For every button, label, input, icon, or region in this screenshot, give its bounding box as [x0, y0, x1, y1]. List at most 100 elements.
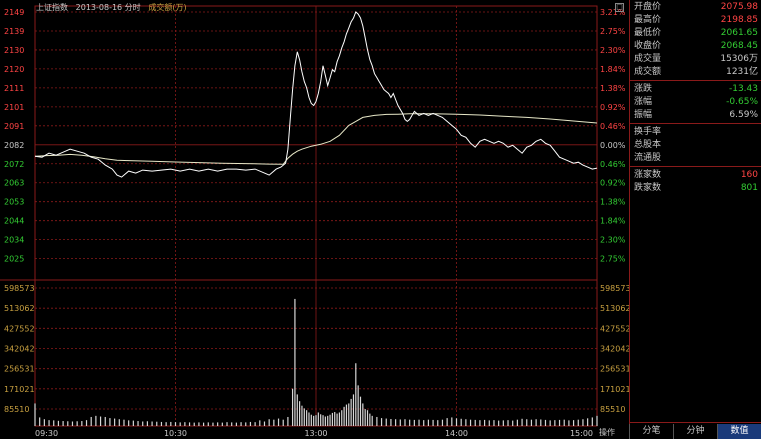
stat-label: 成交额	[634, 67, 662, 77]
time-tick-label: 09:30	[35, 429, 58, 438]
stat-row: 开盘价 2075.98	[634, 1, 758, 14]
stat-row: 成交量 15306万	[634, 53, 758, 66]
percent-tick-label: 0.46%	[600, 160, 626, 169]
percent-tick-label: 0.46%	[600, 122, 626, 131]
percent-tick-label: 0.92%	[600, 103, 626, 112]
price-line	[34, 11, 598, 178]
average-price-line	[34, 113, 598, 165]
percent-tick-label: 0.92%	[600, 179, 626, 188]
index-name: 上证指数	[36, 3, 68, 12]
percent-tick-label: 2.30%	[600, 236, 626, 245]
price-tick-label: 2101	[4, 103, 24, 112]
stat-row: 收盘价 2068.45	[634, 40, 758, 53]
stat-label: 涨幅	[634, 97, 653, 107]
stat-label: 开盘价	[634, 2, 662, 12]
volume-tick-label: 427552	[4, 324, 35, 333]
stat-label: 流通股	[634, 153, 662, 163]
stat-row: 涨跌 -13.43	[634, 83, 758, 96]
volume-unit-label: 成交额(万)	[148, 3, 187, 12]
operation-label[interactable]: 操作	[599, 428, 615, 437]
tab-tick[interactable]: 分笔	[629, 424, 673, 439]
time-tick-label: 10:30	[164, 429, 187, 438]
panel-separator	[630, 166, 761, 167]
panel-separator	[630, 80, 761, 81]
stat-row: 成交额 1231亿	[634, 66, 758, 79]
price-tick-label: 2063	[4, 179, 24, 188]
stat-label: 换手率	[634, 127, 662, 137]
stat-row: 总股本	[634, 139, 758, 152]
volume-tick-label: 598573	[4, 284, 35, 293]
percent-tick-label: 1.84%	[600, 217, 626, 226]
panel-separator	[630, 422, 761, 423]
time-tick-label: 13:00	[304, 429, 327, 438]
price-tick-label: 2111	[4, 84, 24, 93]
stat-row: 换手率	[634, 126, 758, 139]
volume-tick-label: 171021	[4, 385, 35, 394]
stat-value: 2068.45	[720, 41, 758, 51]
price-tick-label: 2072	[4, 160, 24, 169]
volume-tick-label-right: 85510	[600, 405, 625, 414]
chart-date: 2013-08-16 分时	[75, 3, 141, 12]
stat-value: 6.59%	[729, 110, 758, 120]
price-tick-label: 2139	[4, 27, 24, 36]
percent-tick-label: 2.30%	[600, 46, 626, 55]
stat-row: 流通股	[634, 152, 758, 165]
price-tick-label: 2034	[4, 236, 24, 245]
percent-tick-label: 2.75%	[600, 27, 626, 36]
stat-label: 成交量	[634, 54, 662, 64]
price-tick-label: 2053	[4, 198, 24, 207]
maximize-icon[interactable]: □	[615, 3, 624, 12]
stat-value: 2075.98	[720, 2, 758, 12]
volume-tick-label: 256531	[4, 365, 35, 374]
stat-label: 最低价	[634, 28, 662, 38]
stat-value: 15306万	[720, 54, 758, 64]
tab-minute[interactable]: 分钟	[673, 424, 717, 439]
price-tick-label: 2044	[4, 217, 24, 226]
stat-value: 801	[740, 183, 758, 193]
percent-tick-label: 1.84%	[600, 65, 626, 74]
volume-tick-label-right: 256531	[600, 365, 629, 374]
price-tick-label: 2025	[4, 255, 24, 264]
percent-tick-label: 1.38%	[600, 84, 626, 93]
stat-label: 涨跌	[634, 84, 653, 94]
percent-tick-label: 0.00%	[600, 141, 626, 150]
volume-tick-label-right: 171021	[600, 385, 629, 394]
stat-label: 跌家数	[634, 183, 662, 193]
volume-tick-label: 85510	[4, 405, 29, 414]
stat-value: 160	[740, 170, 758, 180]
stat-value: 2198.85	[720, 15, 758, 25]
panel-tabs: 分笔 分钟 数值	[629, 424, 761, 439]
tab-values[interactable]: 数值	[717, 424, 761, 439]
price-tick-label: 2082	[4, 141, 24, 150]
stat-row: 最高价 2198.85	[634, 14, 758, 27]
price-tick-label: 2091	[4, 122, 24, 131]
volume-tick-label-right: 342042	[600, 345, 629, 354]
volume-tick-label: 342042	[4, 345, 35, 354]
stat-label: 振幅	[634, 110, 653, 120]
stat-row: 涨幅 -0.65%	[634, 96, 758, 109]
stat-row: 振幅 6.59%	[634, 109, 758, 122]
stat-value: -0.65%	[726, 97, 758, 107]
time-tick-label: 14:00	[445, 429, 468, 438]
volume-tick-label-right: 427552	[600, 324, 629, 333]
quote-panel: 开盘价 2075.98 最高价 2198.85 最低价 2061.65 收盘价 2068.45…	[629, 0, 761, 439]
stat-value: -13.43	[728, 84, 758, 94]
stat-row: 涨家数 160	[634, 169, 758, 182]
stat-label: 总股本	[634, 140, 662, 150]
intraday-chart: 2149 3.21% 2139 2.75% 2130 2.30% 2120 1.84% 2111…	[0, 5, 629, 438]
time-tick-label: 15:00	[570, 429, 593, 438]
chart-header: 上证指数 2013-08-16 分时 成交额(万)	[36, 2, 187, 13]
stat-label: 收盘价	[634, 41, 662, 51]
stat-row: 跌家数 801	[634, 182, 758, 195]
stat-label: 涨家数	[634, 170, 662, 180]
volume-tick-label-right: 513062	[600, 304, 629, 313]
price-tick-label: 2120	[4, 65, 24, 74]
stat-value: 2061.65	[720, 28, 758, 38]
price-tick-label: 2130	[4, 46, 24, 55]
panel-separator	[630, 123, 761, 124]
volume-tick-label: 513062	[4, 304, 35, 313]
stat-row: 最低价 2061.65	[634, 27, 758, 40]
stat-label: 最高价	[634, 15, 662, 25]
price-tick-label: 2149	[4, 8, 24, 17]
volume-tick-label-right: 598573	[600, 284, 629, 293]
